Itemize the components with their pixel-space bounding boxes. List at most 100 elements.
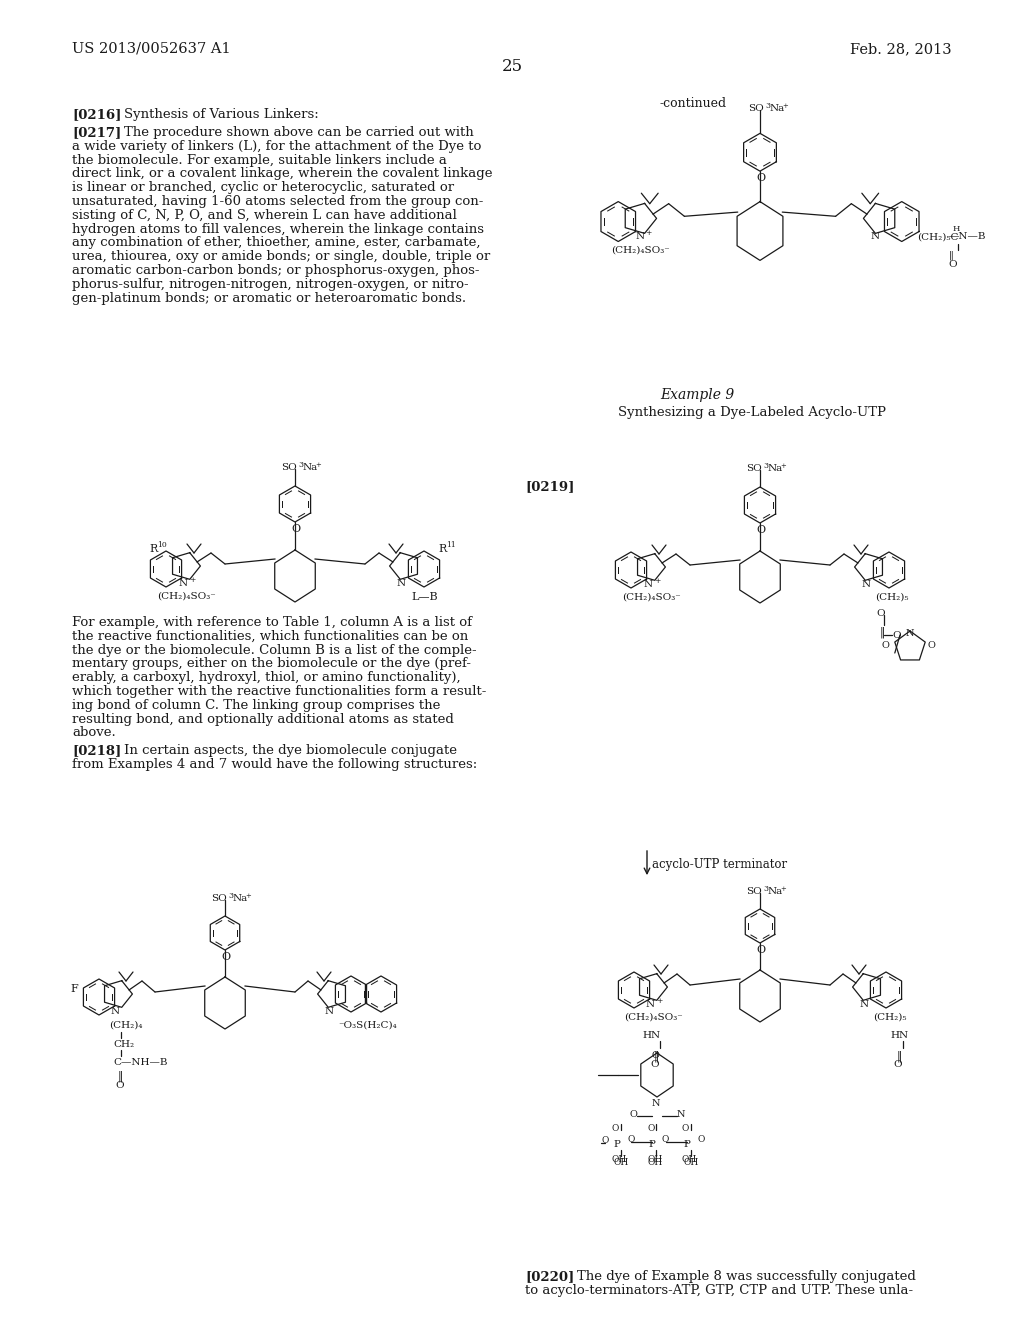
- Text: N: N: [862, 579, 871, 589]
- Text: (CH₂)₅: (CH₂)₅: [874, 593, 908, 602]
- Text: N: N: [111, 1007, 120, 1016]
- Text: N: N: [860, 1001, 869, 1008]
- Text: O: O: [876, 609, 885, 618]
- Text: For example, with reference to Table 1, column A is a list of: For example, with reference to Table 1, …: [72, 616, 472, 630]
- Text: N: N: [179, 579, 188, 587]
- Text: resulting bond, and optionally additional atoms as stated: resulting bond, and optionally additiona…: [72, 713, 454, 726]
- Text: HN: HN: [642, 1031, 660, 1040]
- Text: N: N: [325, 1007, 334, 1016]
- Text: +: +: [245, 892, 251, 900]
- Text: OH: OH: [613, 1158, 629, 1167]
- Text: O: O: [629, 1110, 637, 1119]
- Text: Na: Na: [768, 465, 783, 473]
- Text: N: N: [677, 1110, 685, 1119]
- Text: from Examples 4 and 7 would have the following structures:: from Examples 4 and 7 would have the fol…: [72, 758, 477, 771]
- Text: SO: SO: [746, 465, 762, 473]
- Text: O: O: [882, 642, 890, 649]
- Text: R: R: [150, 544, 158, 554]
- Text: H: H: [952, 226, 961, 234]
- Text: ‖: ‖: [118, 1071, 124, 1082]
- Text: O: O: [612, 1125, 620, 1133]
- Text: the biomolecule. For example, suitable linkers include a: the biomolecule. For example, suitable l…: [72, 153, 446, 166]
- Text: [0216]: [0216]: [72, 108, 122, 121]
- Text: (CH₂)₄SO₃⁻: (CH₂)₄SO₃⁻: [157, 591, 216, 601]
- Text: US 2013/0052637 A1: US 2013/0052637 A1: [72, 42, 230, 55]
- Text: In certain aspects, the dye biomolecule conjugate: In certain aspects, the dye biomolecule …: [124, 744, 457, 758]
- Text: SO: SO: [748, 104, 764, 114]
- Text: HN: HN: [890, 1031, 908, 1040]
- Text: 3: 3: [298, 461, 303, 469]
- Text: phorus-sulfur, nitrogen-nitrogen, nitrogen-oxygen, or nitro-: phorus-sulfur, nitrogen-nitrogen, nitrog…: [72, 277, 469, 290]
- Text: (CH₂)₄SO₃⁻: (CH₂)₄SO₃⁻: [611, 246, 670, 255]
- Text: O: O: [927, 642, 935, 649]
- Text: P: P: [648, 1140, 655, 1148]
- Text: aromatic carbon-carbon bonds; or phosphorus-oxygen, phos-: aromatic carbon-carbon bonds; or phospho…: [72, 264, 479, 277]
- Text: ing bond of column C. The linking group comprises the: ing bond of column C. The linking group …: [72, 698, 440, 711]
- Text: (CH₂)₄SO₃⁻: (CH₂)₄SO₃⁻: [624, 1012, 683, 1022]
- Text: acyclo-UTP terminator: acyclo-UTP terminator: [652, 858, 787, 871]
- Text: L—B: L—B: [411, 591, 437, 602]
- Text: 3: 3: [763, 884, 768, 894]
- Text: direct link, or a covalent linkage, wherein the covalent linkage: direct link, or a covalent linkage, wher…: [72, 168, 493, 181]
- Text: CH₂: CH₂: [113, 1040, 134, 1049]
- Text: Feb. 28, 2013: Feb. 28, 2013: [850, 42, 952, 55]
- Text: O: O: [221, 952, 230, 962]
- Text: 25: 25: [502, 58, 522, 75]
- Text: OH: OH: [647, 1155, 663, 1164]
- Text: SO: SO: [281, 463, 297, 473]
- Text: +: +: [780, 884, 785, 894]
- Text: +: +: [189, 576, 196, 583]
- Text: N: N: [652, 1100, 660, 1107]
- Text: is linear or branched, cyclic or heterocyclic, saturated or: is linear or branched, cyclic or heteroc…: [72, 181, 454, 194]
- Text: ‖: ‖: [949, 251, 953, 260]
- Text: R: R: [438, 544, 446, 554]
- Text: ⁻O₃S(H₂C)₄: ⁻O₃S(H₂C)₄: [338, 1020, 396, 1030]
- Text: Synthesizing a Dye-Labeled Acyclo-UTP: Synthesizing a Dye-Labeled Acyclo-UTP: [618, 407, 886, 418]
- Text: SO: SO: [746, 887, 762, 896]
- Text: N: N: [646, 1001, 655, 1008]
- Text: 3: 3: [228, 892, 233, 900]
- Text: O: O: [627, 1135, 635, 1144]
- Text: [0217]: [0217]: [72, 125, 121, 139]
- Text: OH: OH: [684, 1158, 699, 1167]
- Text: (CH₂)₅C: (CH₂)₅C: [916, 232, 958, 242]
- Text: (CH₂)₄: (CH₂)₄: [109, 1020, 142, 1030]
- Text: -continued: -continued: [660, 96, 727, 110]
- Text: O: O: [892, 631, 901, 640]
- Text: (CH₂)₅: (CH₂)₅: [873, 1012, 906, 1022]
- Text: 3: 3: [763, 462, 768, 470]
- Text: +: +: [782, 102, 787, 110]
- Text: N: N: [635, 232, 644, 242]
- Text: O: O: [756, 173, 765, 183]
- Text: the dye or the biomolecule. Column B is a list of the comple-: the dye or the biomolecule. Column B is …: [72, 644, 476, 656]
- Text: +: +: [656, 997, 663, 1005]
- Text: mentary groups, either on the biomolecule or the dye (pref-: mentary groups, either on the biomolecul…: [72, 657, 471, 671]
- Text: O: O: [756, 945, 765, 954]
- Text: +: +: [654, 577, 660, 585]
- Text: Na: Na: [233, 894, 248, 903]
- Text: O: O: [662, 1135, 670, 1144]
- Text: N: N: [397, 579, 407, 587]
- Text: P: P: [683, 1140, 690, 1148]
- Text: erably, a carboxyl, hydroxyl, thiol, or amino functionality),: erably, a carboxyl, hydroxyl, thiol, or …: [72, 671, 461, 684]
- Text: urea, thiourea, oxy or amide bonds; or single, double, triple or: urea, thiourea, oxy or amide bonds; or s…: [72, 251, 490, 263]
- Text: Synthesis of Various Linkers:: Synthesis of Various Linkers:: [124, 108, 318, 121]
- Text: O: O: [115, 1081, 124, 1090]
- Text: ‖: ‖: [880, 627, 886, 639]
- Text: OH: OH: [682, 1155, 697, 1164]
- Text: SO: SO: [211, 894, 226, 903]
- Text: —N—B: —N—B: [949, 232, 986, 242]
- Text: unsaturated, having 1-60 atoms selected from the group con-: unsaturated, having 1-60 atoms selected …: [72, 195, 483, 209]
- Text: O: O: [697, 1135, 705, 1144]
- Text: Na: Na: [770, 104, 785, 114]
- Text: O: O: [893, 1060, 901, 1069]
- Text: Na: Na: [768, 887, 783, 896]
- Text: The dye of Example 8 was successfully conjugated: The dye of Example 8 was successfully co…: [577, 1270, 915, 1283]
- Text: above.: above.: [72, 726, 116, 739]
- Text: to acyclo-terminators-ATP, GTP, CTP and UTP. These unla-: to acyclo-terminators-ATP, GTP, CTP and …: [525, 1284, 913, 1296]
- Text: N: N: [906, 630, 914, 638]
- Text: O: O: [949, 260, 957, 269]
- Text: +: +: [645, 230, 651, 238]
- Text: the reactive functionalities, which functionalities can be on: the reactive functionalities, which func…: [72, 630, 468, 643]
- Text: 3: 3: [765, 102, 770, 110]
